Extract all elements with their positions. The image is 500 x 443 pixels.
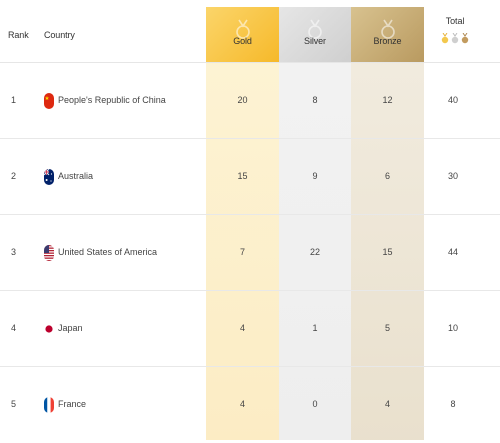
silver-header-label: Silver [304,36,326,46]
silver-medal-icon [308,19,322,39]
total-header[interactable]: Total [445,16,465,26]
row-divider [0,366,500,367]
rank-cell: 3 [11,247,17,257]
gold-cell: 20 [237,95,248,105]
bronze-cell: 15 [382,247,393,257]
bronze-header-label: Bronze [373,36,402,46]
bronze-cell: 6 [384,171,390,181]
gold-cell: 4 [239,399,245,409]
bronze-medal-icon [380,19,395,39]
australia-flag-icon [44,169,54,185]
rank-cell: 2 [11,171,17,181]
row-divider [0,290,500,291]
gold-header[interactable]: Gold [206,7,279,62]
total-cell: 40 [447,95,458,105]
usa-flag-icon [44,245,54,261]
bronze-cell: 5 [384,323,390,333]
rank-cell: 5 [11,399,17,409]
country-cell: Australia [58,171,94,181]
gold-column [206,7,279,440]
silver-cell: 1 [312,323,318,333]
row-divider [0,138,500,139]
gold-cell: 7 [239,247,245,257]
gold-cell: 15 [237,171,248,181]
bronze-cell: 12 [382,95,393,105]
gold-header-label: Gold [233,36,252,46]
country-cell: France [58,399,87,409]
total-cell: 10 [447,323,458,333]
bronze-header[interactable]: Bronze [351,7,424,62]
gold-medal-icon [235,19,250,39]
rank-cell: 4 [11,323,17,333]
silver-cell: 22 [309,247,320,257]
table-row[interactable]: 2 Australia 15 9 6 30 [0,139,500,215]
japan-flag-icon [44,321,54,337]
country-header[interactable]: Country [44,30,75,40]
total-medals-icon [441,33,469,44]
country-cell: Japan [58,323,83,333]
rank-cell: 1 [11,95,17,105]
row-divider [0,214,500,215]
france-flag-icon [44,397,54,413]
rank-header[interactable]: Rank [8,30,29,40]
total-cell: 8 [450,399,456,409]
table-row[interactable]: 4 Japan 4 1 5 10 [0,291,500,367]
table-row[interactable]: 1 People's Republic of China 20 8 12 40 [0,63,500,139]
header-divider [0,62,500,63]
silver-cell: 8 [312,95,318,105]
silver-column [279,7,351,440]
table-row[interactable]: 3 United States of America 7 22 15 44 [0,215,500,291]
bronze-cell: 4 [384,399,390,409]
total-cell: 30 [447,171,458,181]
silver-cell: 0 [312,399,318,409]
gold-cell: 4 [239,323,245,333]
total-cell: 44 [447,247,458,257]
silver-cell: 9 [312,171,318,181]
china-flag-icon [44,93,54,109]
country-cell: United States of America [58,247,158,257]
silver-header[interactable]: Silver [279,7,351,62]
country-cell: People's Republic of China [58,95,166,105]
bronze-column [351,7,424,440]
table-row[interactable]: 5 France 4 0 4 8 [0,367,500,443]
